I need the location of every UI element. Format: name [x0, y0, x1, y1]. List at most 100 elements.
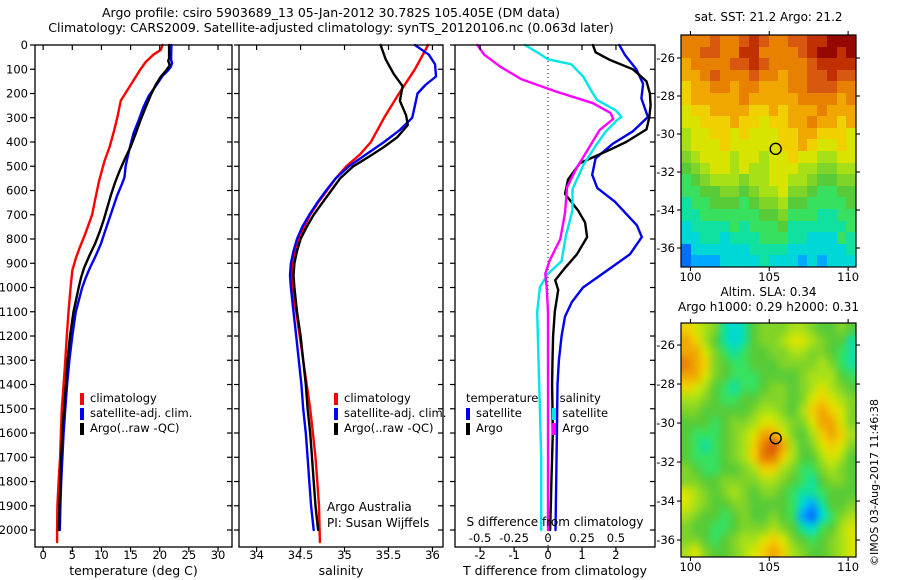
depth-tick-label: 1400: [0, 378, 28, 392]
depth-tick-label: 1000: [0, 281, 28, 295]
s-tick-label: 0.25: [569, 531, 595, 545]
legend-column-salinity: salinity satellite Argo: [552, 391, 608, 436]
lat-tick-label: -26: [656, 338, 675, 352]
legend-entry: Argo: [552, 421, 608, 436]
x-tick-label: 20: [152, 548, 167, 562]
sla-title-line2: Argo h1000: 0.29 h2000: 0.31: [678, 300, 859, 314]
salinity-axis-label: salinity: [318, 563, 364, 578]
x-tick-label: -2: [474, 548, 485, 562]
map-border: [680, 322, 857, 558]
series-temperature-satellite: [554, 43, 650, 532]
s-difference-axis-label: S difference from climatology: [466, 515, 644, 529]
sst-map-image: [681, 35, 856, 267]
axis-box: [238, 44, 444, 548]
lat-tick-label: -32: [656, 455, 675, 469]
annotation-line2: PI: Susan Wijffels: [327, 516, 430, 530]
s-tick-label: -0.5: [469, 531, 491, 545]
legend-marker: [552, 422, 557, 435]
axis-box: [34, 44, 233, 548]
legend-marker: [80, 422, 84, 435]
legend-label: satellite: [476, 406, 522, 420]
lat-tick-label: -34: [656, 494, 675, 508]
x-tick-label: 35: [337, 548, 352, 562]
salinity-legend: climatology satellite-adj. clim. Argo(..ra…: [334, 391, 446, 436]
depth-tick-label: 1200: [0, 329, 28, 343]
legend-label: satellite-adj. clim.: [344, 406, 447, 420]
x-tick-label: 2: [612, 548, 619, 562]
legend-marker: [80, 407, 84, 420]
x-tick-label: 34: [249, 548, 264, 562]
lat-tick-label: -36: [656, 241, 675, 255]
sla-title-line1: Altim. SLA: 0.34: [720, 285, 817, 299]
legend-entry: satellite: [466, 406, 538, 421]
temperature-axis-label: temperature (deg C): [69, 563, 198, 578]
float-position-marker: [769, 432, 782, 445]
depth-tick-label: 200: [6, 87, 28, 101]
legend-entry: climatology: [80, 391, 192, 406]
depth-tick-label: 0: [21, 38, 28, 52]
series-temperature-argo: [548, 43, 652, 532]
series-climatology: [55, 43, 164, 544]
depth-tick-label: 300: [6, 111, 28, 125]
axis-box: [454, 44, 656, 548]
legend-header: salinity: [559, 391, 601, 405]
imos-watermark: ©IMOS 03-Aug-2017 11:46:38: [868, 399, 881, 566]
legend-label: Argo(..raw -QC): [344, 421, 434, 435]
series-argo-raw: [292, 43, 409, 532]
lat-tick-label: -28: [656, 89, 675, 103]
legend-marker: [466, 407, 470, 420]
legend-entry: Argo: [466, 421, 538, 436]
legend-marker: [334, 407, 338, 420]
lat-tick-label: -28: [656, 377, 675, 391]
series-salinity-argo: [476, 43, 615, 532]
legend-entry: Argo(..raw -QC): [80, 421, 192, 436]
depth-tick-label: 2000: [0, 523, 28, 537]
depth-tick-label: 700: [6, 208, 28, 222]
legend-entry: satellite-adj. clim.: [334, 406, 446, 421]
float-position-marker: [769, 142, 782, 156]
t-difference-axis-label: T difference from climatology: [462, 563, 648, 578]
lat-tick-label: -26: [656, 51, 675, 65]
s-tick-label: -0.25: [499, 531, 529, 545]
lon-tick-label: 110: [837, 560, 859, 574]
legend-header: temperature: [466, 391, 539, 405]
figure-title-line2: Climatology: CARS2009. Satellite-adjuste…: [48, 20, 614, 35]
series-satellite-adjusted-climatology: [288, 43, 438, 532]
x-tick-label: 34.5: [288, 548, 314, 562]
figure-title-line1: Argo profile: csiro 5903689_13 05-Jan-20…: [101, 5, 560, 20]
legend-marker: [466, 422, 470, 435]
x-tick-label: 10: [94, 548, 109, 562]
depth-tick-label: 1700: [0, 450, 28, 464]
sla-map-image: [681, 323, 856, 557]
legend-marker: [80, 392, 84, 405]
annotation-line1: Argo Australia: [327, 500, 412, 514]
difference-legend: temperature satellite Argo salinity satellit…: [466, 391, 622, 436]
temperature-legend: climatology satellite-adj. clim. Argo(..ra…: [80, 391, 192, 436]
series-salinity-satellite: [523, 43, 623, 532]
legend-entry: satellite: [552, 406, 608, 421]
lon-tick-label: 100: [679, 560, 701, 574]
lon-tick-label: 110: [837, 270, 859, 284]
x-tick-label: 35.5: [376, 548, 402, 562]
depth-tick-label: 800: [6, 232, 28, 246]
legend-label: climatology: [344, 391, 411, 405]
series-climatology: [290, 43, 430, 544]
s-tick-label: 0: [544, 531, 551, 545]
legend-label: climatology: [90, 391, 157, 405]
legend-entry: climatology: [334, 391, 446, 406]
legend-label: satellite: [562, 406, 609, 420]
legend-marker: [334, 392, 338, 405]
sla-map-title: Altim. SLA: 0.34 Argo h1000: 0.29 h2000:…: [665, 285, 872, 315]
legend-label: Argo(..raw -QC): [90, 421, 180, 435]
depth-tick-label: 100: [6, 62, 28, 76]
x-tick-label: 15: [123, 548, 138, 562]
depth-tick-label: 600: [6, 184, 28, 198]
x-tick-label: 25: [182, 548, 197, 562]
depth-tick-label: 1900: [0, 499, 28, 513]
series-satellite-adjusted-climatology: [58, 43, 174, 532]
x-tick-label: 0: [544, 548, 551, 562]
x-tick-label: 36: [425, 548, 440, 562]
lat-tick-label: -36: [656, 533, 675, 547]
